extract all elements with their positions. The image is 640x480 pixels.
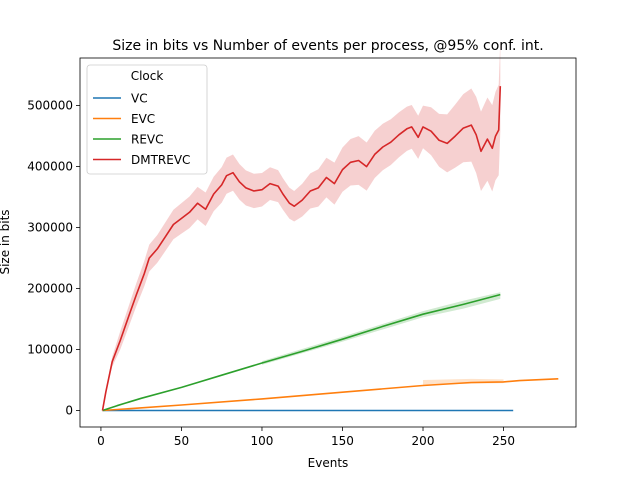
y-tick-label: 500000 (27, 99, 73, 113)
plot-area (101, 40, 559, 412)
series-line-revc (102, 293, 501, 412)
legend-title: Clock (131, 69, 164, 83)
y-tick-label: 0 (65, 404, 73, 418)
y-axis-label: Size in bits (0, 209, 12, 274)
series-line-evc (102, 378, 559, 412)
y-tick-label: 400000 (27, 160, 73, 174)
chart-title: Size in bits vs Number of events per pro… (112, 38, 543, 54)
x-tick-label: 50 (174, 434, 189, 448)
legend: Clock VC EVC REVC DMTREVC (86, 64, 208, 175)
y-tick-label: 100000 (27, 343, 73, 357)
x-axis-label: Events (308, 456, 349, 470)
x-tick-label: 150 (331, 434, 354, 448)
y-axis-ticks: 0 100000 200000 300000 400000 500000 (27, 99, 80, 418)
legend-box (86, 64, 208, 175)
x-tick-label: 200 (412, 434, 435, 448)
y-tick-label: 300000 (27, 221, 73, 235)
x-axis-ticks: 0 50 100 150 200 250 (97, 427, 515, 448)
legend-label-evc: EVC (131, 112, 155, 126)
plot-frame (79, 57, 577, 428)
legend-label-revc: REVC (131, 133, 164, 147)
series-band-evc (423, 378, 504, 385)
y-tick-label: 200000 (27, 282, 73, 296)
x-tick-label: 250 (492, 434, 515, 448)
legend-label-vc: VC (131, 92, 148, 106)
legend-label-dmtrevc: DMTREVC (131, 153, 190, 167)
series-band-revc (261, 292, 501, 365)
series-line-dmtrevc (101, 86, 502, 411)
x-tick-label: 0 (97, 434, 105, 448)
x-tick-label: 100 (251, 434, 274, 448)
